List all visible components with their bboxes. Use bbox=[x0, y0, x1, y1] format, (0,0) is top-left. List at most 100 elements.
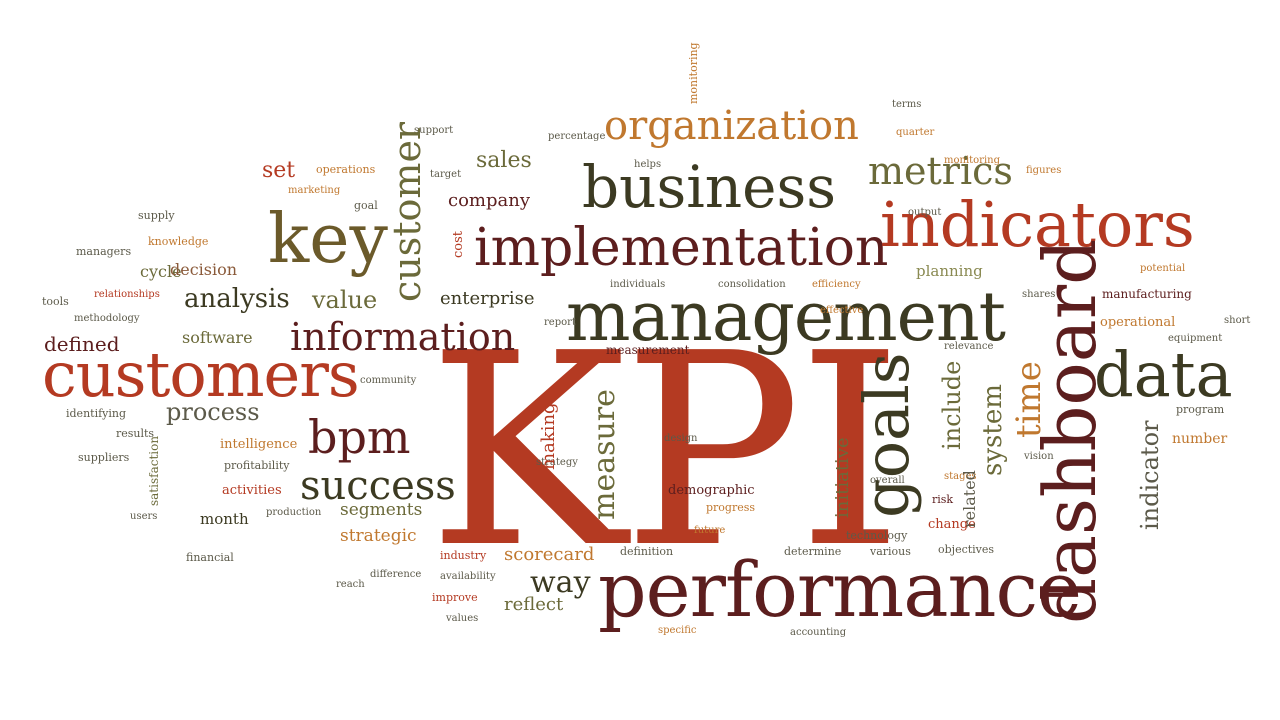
word-business: business bbox=[582, 153, 837, 221]
word-short: short bbox=[1224, 315, 1251, 326]
word-reflect: reflect bbox=[504, 594, 564, 615]
word-strategy: strategy bbox=[536, 457, 578, 468]
word-accounting: accounting bbox=[790, 627, 847, 638]
word-segments: segments bbox=[340, 500, 423, 520]
word-goal: goal bbox=[354, 199, 378, 212]
word-difference: difference bbox=[370, 569, 422, 580]
word-measurement: measurement bbox=[606, 343, 690, 357]
word-customers: customers bbox=[42, 338, 360, 411]
word-value: value bbox=[312, 286, 378, 314]
word-managers: managers bbox=[76, 245, 132, 258]
word-management: management bbox=[566, 278, 1006, 357]
word-goals: goals bbox=[850, 352, 923, 518]
word-operations: operations bbox=[316, 163, 376, 176]
word-shares: shares bbox=[1022, 289, 1056, 300]
word-measure: measure bbox=[587, 389, 622, 520]
word-knowledge: knowledge bbox=[148, 235, 209, 248]
word-users: users bbox=[130, 511, 158, 522]
word-activities: activities bbox=[222, 483, 282, 498]
word-design: design bbox=[664, 433, 698, 444]
word-industry: industry bbox=[440, 549, 487, 562]
word-effective: effective bbox=[820, 305, 864, 316]
word-tools: tools bbox=[42, 295, 69, 308]
word-key: key bbox=[268, 200, 388, 279]
word-equipment: equipment bbox=[1168, 333, 1223, 344]
word-community: community bbox=[360, 375, 417, 386]
word-progress: progress bbox=[706, 501, 756, 514]
word-individuals: individuals bbox=[610, 279, 666, 290]
word-manufacturing: manufacturing bbox=[1102, 287, 1192, 301]
word-consolidation: consolidation bbox=[718, 279, 786, 290]
word-demographic: demographic bbox=[668, 483, 755, 498]
word-monitoring-v: monitoring bbox=[687, 42, 700, 104]
word-include: include bbox=[938, 360, 966, 450]
word-objectives: objectives bbox=[938, 543, 995, 556]
word-results: results bbox=[116, 427, 155, 440]
word-target: target bbox=[430, 169, 462, 180]
word-implementation: implementation bbox=[474, 218, 889, 278]
word-definition: definition bbox=[620, 545, 674, 558]
word-operational: operational bbox=[1100, 315, 1176, 330]
word-scorecard: scorecard bbox=[504, 544, 595, 565]
word-way: way bbox=[530, 565, 591, 600]
word-performance: performance bbox=[598, 545, 1082, 634]
word-report: report bbox=[544, 317, 576, 328]
word-indicator: indicator bbox=[1136, 420, 1164, 531]
word-metrics: metrics bbox=[868, 149, 1013, 193]
word-improve: improve bbox=[432, 591, 478, 604]
word-vision: vision bbox=[1024, 451, 1054, 462]
word-success: success bbox=[300, 463, 456, 509]
word-figures: figures bbox=[1026, 165, 1062, 176]
word-support: support bbox=[414, 125, 454, 136]
word-marketing: marketing bbox=[288, 185, 341, 196]
word-program: program bbox=[1176, 403, 1225, 416]
word-determine: determine bbox=[784, 545, 842, 558]
word-company: company bbox=[448, 190, 531, 211]
word-potential: potential bbox=[1140, 263, 1186, 274]
word-initiative: initiative bbox=[832, 437, 853, 518]
word-efficiency: efficiency bbox=[812, 279, 861, 290]
word-defined: defined bbox=[44, 332, 120, 356]
word-availability: availability bbox=[440, 571, 496, 582]
word-satisfaction: satisfaction bbox=[147, 435, 161, 506]
word-future: future bbox=[694, 525, 726, 536]
word-customer: customer bbox=[385, 121, 429, 302]
word-specific: specific bbox=[658, 625, 697, 636]
word-strategic: strategic bbox=[340, 526, 417, 546]
word-software: software bbox=[182, 328, 253, 347]
word-bpm: bpm bbox=[308, 410, 411, 464]
word-identifying: identifying bbox=[66, 407, 127, 420]
word-relevance: relevance bbox=[944, 341, 994, 352]
word-profitability: profitability bbox=[224, 459, 290, 472]
word-reach: reach bbox=[336, 579, 365, 590]
word-various: various bbox=[870, 545, 911, 558]
word-cost: cost bbox=[451, 230, 466, 258]
word-terms: terms bbox=[892, 99, 922, 110]
word-suppliers: suppliers bbox=[78, 451, 130, 464]
word-process: process bbox=[166, 398, 260, 426]
word-enterprise: enterprise bbox=[440, 288, 535, 309]
word-overall: overall bbox=[870, 475, 905, 486]
word-decision: decision bbox=[170, 260, 238, 279]
word-technology: technology bbox=[846, 529, 908, 542]
word-risk: risk bbox=[932, 493, 954, 506]
word-quarter: quarter bbox=[896, 127, 935, 138]
word-monitoring: monitoring bbox=[944, 155, 1001, 166]
word-sales: sales bbox=[476, 148, 532, 173]
word-number: number bbox=[1172, 431, 1228, 447]
word-data: data bbox=[1094, 338, 1233, 411]
word-system: system bbox=[978, 384, 1008, 476]
word-financial: financial bbox=[186, 551, 234, 564]
word-month: month bbox=[200, 510, 249, 528]
word-analysis: analysis bbox=[184, 284, 290, 314]
word-cycle: cycle bbox=[140, 262, 182, 281]
word-methodology: methodology bbox=[74, 313, 140, 324]
word-helps: helps bbox=[634, 159, 662, 170]
word-change: change bbox=[928, 517, 976, 532]
word-related: related bbox=[960, 470, 979, 528]
word-supply: supply bbox=[138, 209, 175, 222]
word-output: output bbox=[908, 207, 942, 218]
word-indicators: indicators bbox=[880, 188, 1195, 261]
word-planning: planning bbox=[916, 262, 983, 280]
